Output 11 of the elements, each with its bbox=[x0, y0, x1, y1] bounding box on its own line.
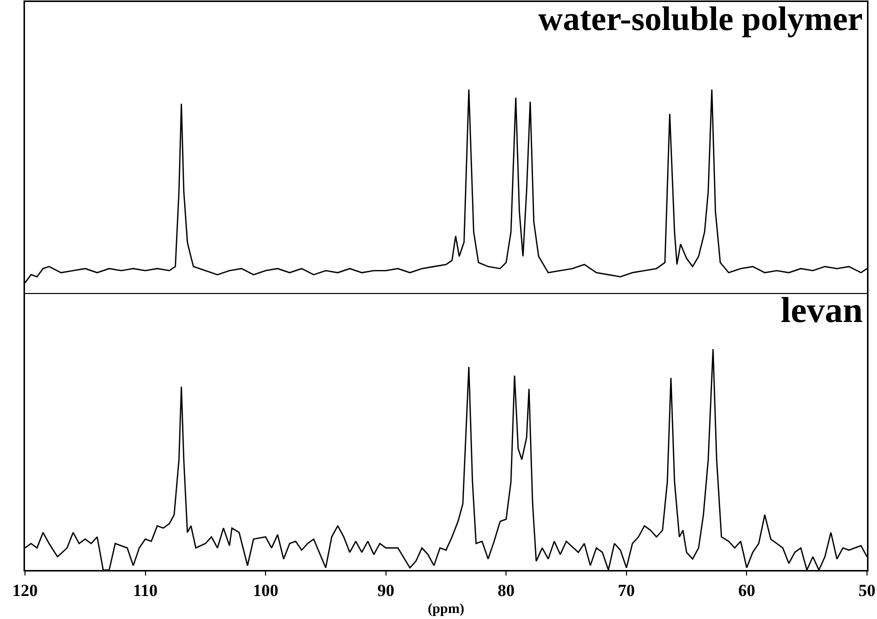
x-tick-label: 90 bbox=[377, 580, 394, 600]
chart-title: water-soluble polymer bbox=[538, 1, 863, 38]
x-tick-label: 100 bbox=[252, 580, 278, 600]
x-axis-title: (ppm) bbox=[428, 602, 465, 617]
chart-title: levan bbox=[780, 290, 863, 330]
x-tick-label: 110 bbox=[133, 580, 158, 600]
x-tick-label: 120 bbox=[12, 580, 38, 600]
x-tick-label: 60 bbox=[738, 580, 756, 600]
x-tick-label: 80 bbox=[498, 580, 515, 600]
x-tick-label: 50 bbox=[858, 580, 876, 600]
x-tick-label: 70 bbox=[618, 580, 635, 600]
